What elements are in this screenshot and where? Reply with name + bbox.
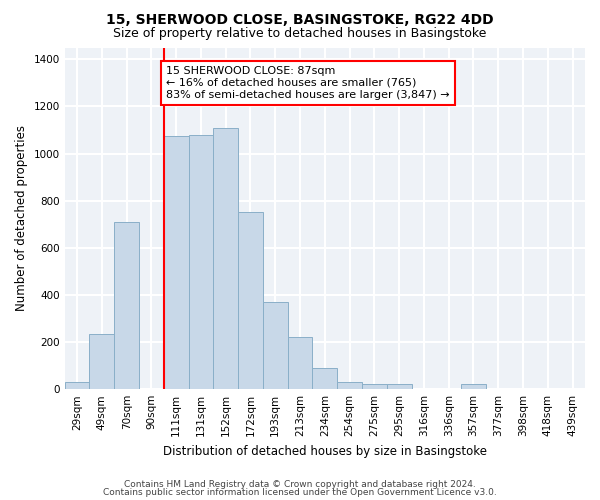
Bar <box>287 338 313 389</box>
Bar <box>89 334 114 389</box>
X-axis label: Distribution of detached houses by size in Basingstoke: Distribution of detached houses by size … <box>163 444 487 458</box>
Bar <box>238 212 263 389</box>
Bar <box>387 384 412 389</box>
Bar <box>65 382 89 389</box>
Bar <box>188 134 214 389</box>
Text: Size of property relative to detached houses in Basingstoke: Size of property relative to detached ho… <box>113 28 487 40</box>
Bar <box>313 368 337 389</box>
Text: Contains public sector information licensed under the Open Government Licence v3: Contains public sector information licen… <box>103 488 497 497</box>
Text: Contains HM Land Registry data © Crown copyright and database right 2024.: Contains HM Land Registry data © Crown c… <box>124 480 476 489</box>
Y-axis label: Number of detached properties: Number of detached properties <box>15 126 28 312</box>
Bar <box>263 302 287 389</box>
Bar <box>164 136 188 389</box>
Bar <box>362 384 387 389</box>
Bar <box>114 222 139 389</box>
Bar <box>461 384 486 389</box>
Bar <box>337 382 362 389</box>
Text: 15 SHERWOOD CLOSE: 87sqm
← 16% of detached houses are smaller (765)
83% of semi-: 15 SHERWOOD CLOSE: 87sqm ← 16% of detach… <box>166 66 450 100</box>
Bar <box>214 128 238 389</box>
Text: 15, SHERWOOD CLOSE, BASINGSTOKE, RG22 4DD: 15, SHERWOOD CLOSE, BASINGSTOKE, RG22 4D… <box>106 12 494 26</box>
